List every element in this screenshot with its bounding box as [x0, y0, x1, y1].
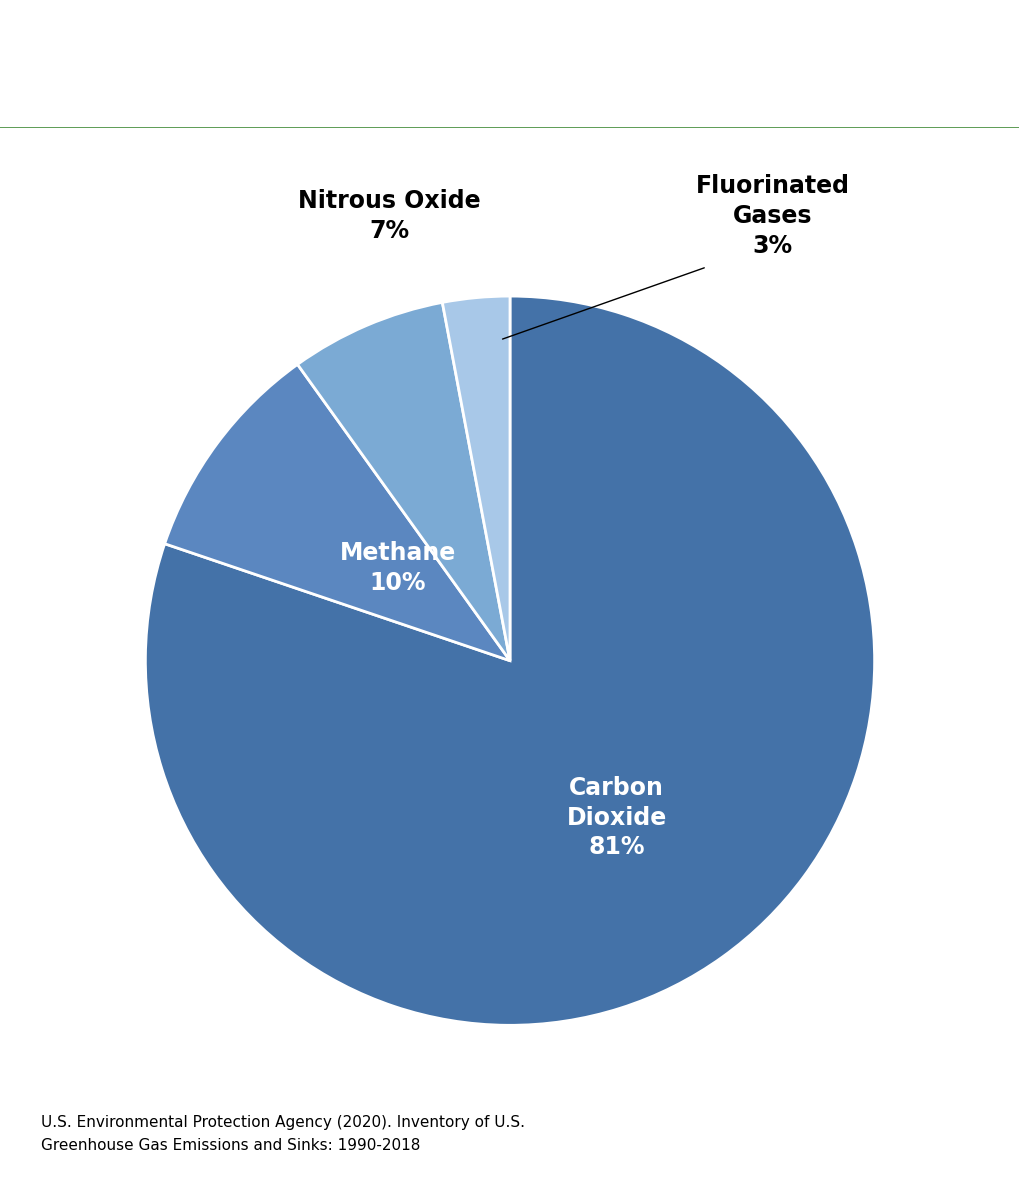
- Text: Nitrous Oxide
7%: Nitrous Oxide 7%: [299, 190, 481, 242]
- Text: Fluorinated
Gases
3%: Fluorinated Gases 3%: [695, 174, 849, 258]
- Wedge shape: [442, 296, 510, 661]
- Text: Methane
10%: Methane 10%: [339, 541, 455, 594]
- Wedge shape: [146, 296, 873, 1025]
- Text: U.S. Environmental Protection Agency (2020). Inventory of U.S.
Greenhouse Gas Em: U.S. Environmental Protection Agency (20…: [41, 1116, 525, 1152]
- Text: Overview of Greenhouse Gas Emissions in 2018: Overview of Greenhouse Gas Emissions in …: [0, 42, 1019, 86]
- Wedge shape: [298, 302, 510, 661]
- Text: Carbon
Dioxide
81%: Carbon Dioxide 81%: [566, 776, 666, 859]
- Wedge shape: [164, 365, 510, 661]
